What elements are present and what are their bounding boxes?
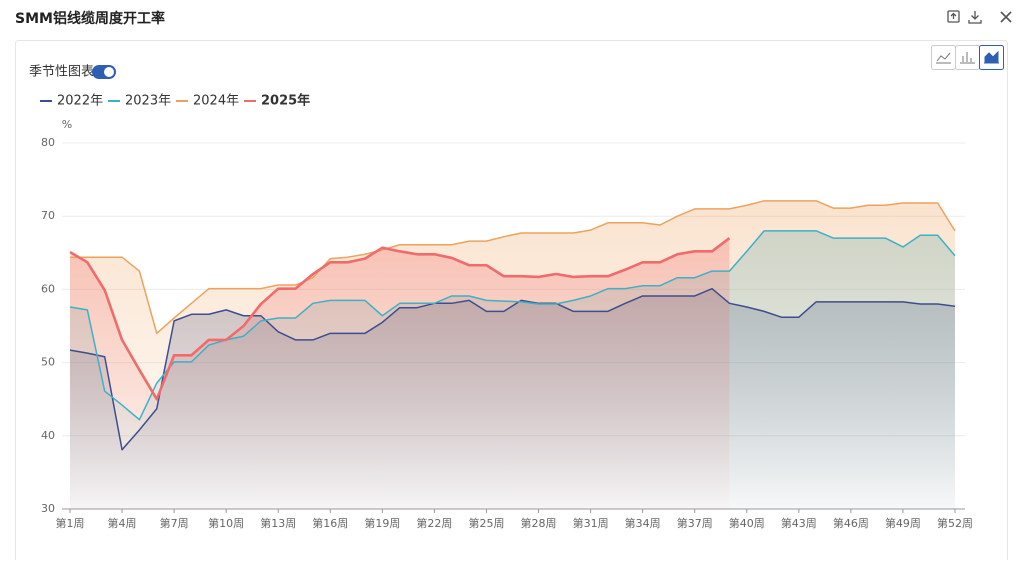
y-tick-label: 40: [41, 429, 55, 442]
y-tick-label: 50: [41, 356, 55, 369]
x-tick-label: 第19周: [364, 516, 400, 530]
area-icon: [984, 50, 999, 64]
y-tick-label: 80: [41, 136, 55, 149]
line-icon: [936, 52, 951, 64]
legend-label: 2025年: [261, 93, 310, 109]
download-icon[interactable]: [968, 11, 982, 24]
x-tick-label: 第52周: [937, 516, 973, 530]
legend-label: 2023年: [125, 94, 171, 109]
line: [70, 200, 956, 335]
y-unit: %: [62, 118, 72, 131]
x-tick-label: 第13周: [260, 516, 296, 530]
header-icons[interactable]: [947, 10, 1012, 24]
chart-title: SMM铝线缆周度开工率: [15, 10, 165, 27]
y-tick-label: 70: [41, 209, 55, 222]
y-tick-label: 60: [41, 282, 55, 295]
x-tick-label: 第37周: [677, 516, 713, 530]
x-tick-label: 第16周: [312, 516, 348, 530]
x-tick-label: 第28周: [521, 516, 557, 530]
card: [15, 40, 1008, 564]
line: [69, 230, 956, 421]
close-icon[interactable]: [1000, 11, 1012, 23]
line: [69, 237, 731, 401]
y-tick-label: 30: [41, 502, 55, 515]
legend-label: 2022年: [57, 94, 103, 109]
x-tick-label: 第46周: [833, 516, 869, 530]
x-tick-label: 第10周: [208, 516, 244, 530]
area: [70, 238, 730, 509]
x-tick-label: 第31周: [573, 516, 609, 530]
legend-label: 2024年: [193, 94, 239, 109]
export-arrow: [950, 12, 957, 19]
x-tick-label: 第34周: [625, 516, 661, 530]
line: [69, 287, 956, 451]
x-tick-label: 第25周: [468, 516, 504, 530]
x-tick-label: 第43周: [781, 516, 817, 530]
x-tick-label: 第7周: [160, 516, 189, 530]
bar-icon: [960, 52, 975, 64]
export-icon[interactable]: [947, 10, 960, 23]
x-tick-label: 第40周: [729, 516, 765, 530]
x-tick-label: 第49周: [885, 516, 921, 530]
toggle-label: 季节性图表: [29, 65, 94, 80]
chart-type-buttons[interactable]: [931, 45, 1004, 70]
x-tick-label: 第22周: [416, 516, 452, 530]
x-tick-label: 第1周: [56, 516, 85, 530]
toggle-knob: [104, 67, 114, 77]
x-tick-label: 第4周: [108, 516, 137, 530]
